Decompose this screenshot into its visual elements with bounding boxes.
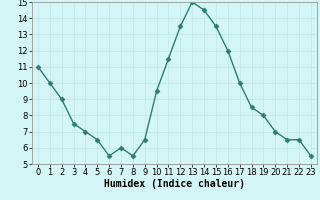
X-axis label: Humidex (Indice chaleur): Humidex (Indice chaleur) [104,179,245,189]
